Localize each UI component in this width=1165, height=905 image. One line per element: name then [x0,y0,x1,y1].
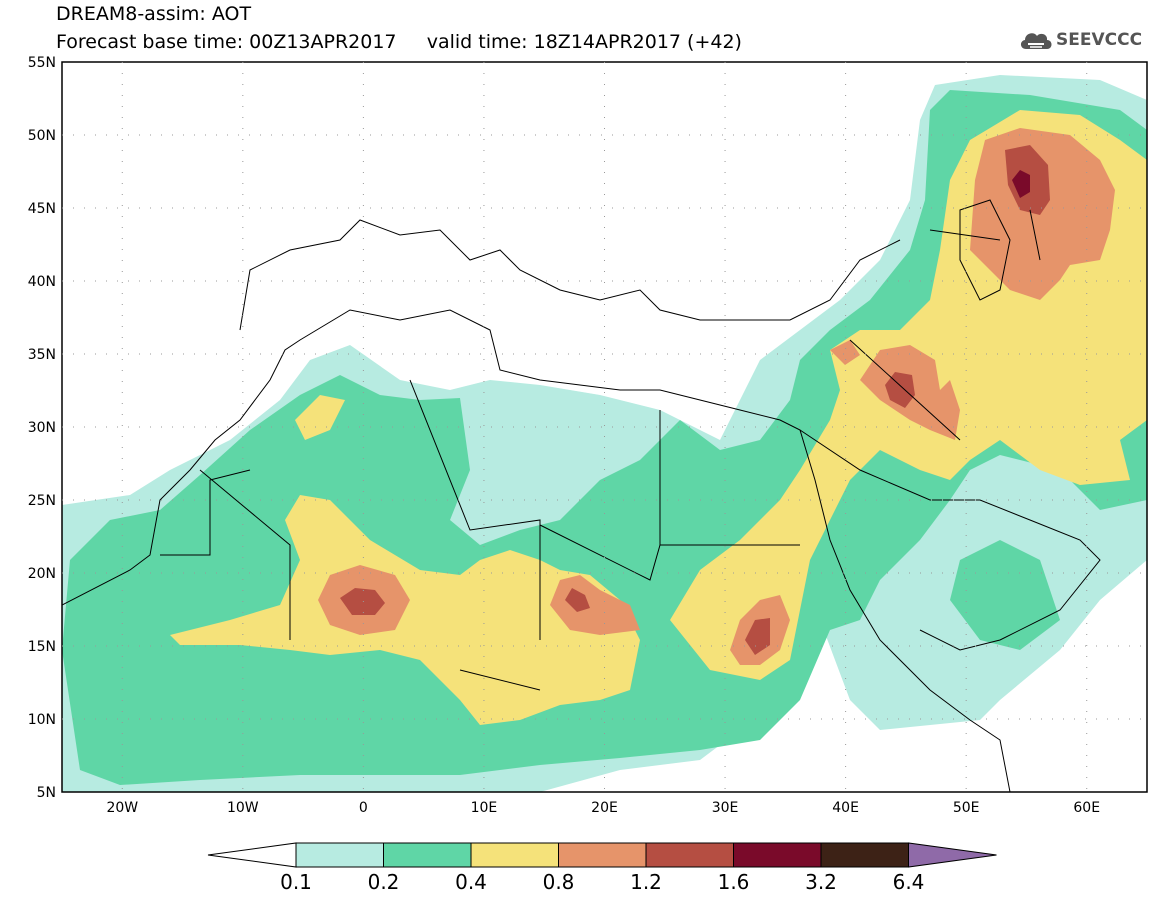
colorbar-high-arrow [908,842,997,868]
lon-tick-label: 50E [953,800,980,816]
colorbar-label: 0.8 [543,870,575,894]
colorbar-swatch [820,842,909,868]
colorbar-swatch [295,842,384,868]
lon-tick-label: 10W [227,800,259,816]
lon-tick-label: 30E [712,800,739,816]
lat-tick-label: 20N [28,566,56,582]
colorbar-label: 0.4 [455,870,487,894]
africa-coastline [62,309,1011,792]
lon-tick-label: 20W [106,800,138,816]
country-borders [160,209,1041,691]
colorbar-swatch [383,842,472,868]
colorbar-label: 0.2 [368,870,400,894]
lat-tick-label: 50N [28,128,56,144]
colorbar-label: 1.6 [718,870,750,894]
cloud-icon [1020,33,1052,49]
axis-ticks: 55N 50N 45N 40N 35N 30N 25N 20N 15N 10N 5N 20W 10W 0 1… [28,55,1147,816]
colorbar-swatch [558,842,647,868]
lat-tick-label: 25N [28,493,56,509]
lat-tick-label: 10N [28,712,56,728]
lat-tick-label: 35N [28,347,56,363]
arabia-coastline [799,429,1101,651]
logo-text: SEEVCCC [1056,30,1143,50]
colorbar-label: 1.2 [630,870,662,894]
lon-tick-label: 40E [832,800,859,816]
colorbar-swatch [470,842,559,868]
colorbar-label: 6.4 [893,870,925,894]
aot-level-1.6 [1012,170,1030,198]
seevccc-logo: SEEVCCC [1018,26,1142,54]
lon-tick-label: 0 [359,800,368,816]
lon-tick-label: 60E [1073,800,1100,816]
lat-tick-label: 55N [28,55,56,71]
caspian-sea [959,199,1011,301]
lat-tick-label: 40N [28,274,56,290]
europe-coastline [239,219,901,331]
lon-tick-label: 10E [471,800,498,816]
aot-level-1.2 [340,145,1050,655]
lon-tick-label: 20E [591,800,618,816]
map-title: DREAM8-assim: AOT [56,3,252,25]
colorbar-label: 3.2 [805,870,837,894]
colorbar-swatch [645,842,734,868]
colorbar-low-arrow [207,842,297,868]
aot-colorbar: 0.1 0.2 0.4 0.8 1.2 1.6 3.2 6.4 [207,842,997,894]
colorbar-swatch [733,842,822,868]
lat-tick-label: 45N [28,201,56,217]
forecast-times: Forecast base time: 00Z13APR2017 valid t… [56,31,742,53]
lat-tick-label: 30N [28,420,56,436]
coastlines-borders [62,199,1101,792]
aot-field [62,75,1147,792]
lat-tick-label: 15N [28,639,56,655]
lat-tick-label: 5N [37,785,56,801]
colorbar-label: 0.1 [280,870,312,894]
